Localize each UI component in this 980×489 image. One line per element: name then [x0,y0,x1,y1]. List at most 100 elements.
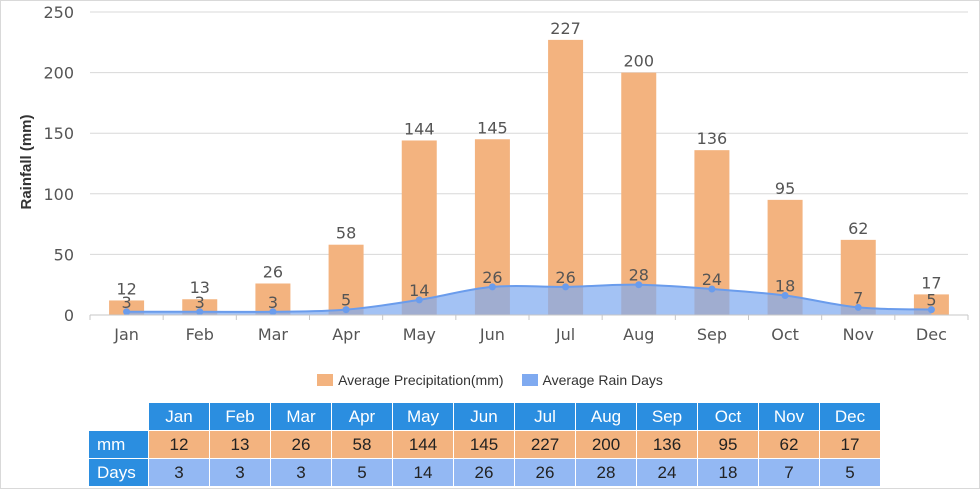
rain-days-point [708,285,716,293]
legend-label-precipitation: Average Precipitation(mm) [338,372,504,388]
table-cell-mm: 95 [698,431,758,458]
table-header-cell: Jan [149,403,209,430]
x-tick-label: Jul [555,325,575,344]
rain-days-point [562,283,570,291]
rain-days-point [415,296,423,304]
y-tick-label: 100 [43,185,74,204]
chart-legend: Average Precipitation(mm) Average Rain D… [0,370,980,390]
table-header-row: Jan Feb Mar Apr May Jun Jul Aug Sep Oct … [89,403,880,430]
precipitation-bar [621,72,657,315]
table-row-days: Days 3 3 3 5 14 26 26 28 24 18 7 5 [89,459,880,486]
x-tick-label: Dec [916,325,947,344]
rain-days-data-label: 3 [121,293,131,312]
table-header-cell: Jul [515,403,575,430]
precipitation-bars [109,39,949,315]
precipitation-data-label: 145 [477,118,508,137]
precipitation-bar [401,140,437,315]
x-tick-label: Mar [258,325,289,344]
legend-label-rain-days: Average Rain Days [542,372,663,388]
table-cell-days: 3 [210,459,270,486]
table-header-cell: Oct [698,403,758,430]
rain-days-line [126,283,932,313]
rain-days-point [269,308,277,316]
table-cell-mm: 12 [149,431,209,458]
rain-days-point [196,308,204,316]
table-cell-mm: 200 [576,431,636,458]
legend-item-rain-days[interactable]: Average Rain Days [521,372,663,388]
table-cell-days: 24 [637,459,697,486]
table-header-cell: Feb [210,403,270,430]
legend-item-precipitation[interactable]: Average Precipitation(mm) [317,372,504,388]
precipitation-data-label: 17 [921,273,941,292]
x-tick-label: Aug [623,325,654,344]
table-cell-days: 14 [393,459,453,486]
data-labels: 12 13 26 58 144 145 227 200 136 95 62 17 3 3 3 5 14 26 26 2… [116,19,941,312]
rain-days-data-label: 3 [195,293,205,312]
table-cell-mm: 145 [454,431,514,458]
table-header-cell: May [393,403,453,430]
table-corner-cell [89,403,148,430]
rain-days-data-label: 18 [775,277,795,296]
rain-days-point [927,306,935,314]
precipitation-data-label: 62 [848,219,868,238]
rain-days-data-label: 5 [341,291,351,310]
table-row-label: mm [89,431,148,458]
table-header-cell: Mar [271,403,331,430]
x-tick-label: Jun [479,325,505,344]
x-tick-label: Apr [332,325,360,344]
rain-days-point [854,303,862,311]
rain-days-point [342,306,350,314]
table-cell-mm: 58 [332,431,392,458]
y-axis-title: Rainfall (mm) [18,114,35,209]
table-cell-mm: 136 [637,431,697,458]
precipitation-bar [840,239,876,315]
rain-days-data-label: 5 [926,291,936,310]
rain-days-data-label: 28 [629,266,649,285]
rain-days-data-label: 24 [702,270,722,289]
table-header-cell: Apr [332,403,392,430]
table-cell-days: 5 [332,459,392,486]
table-cell-days: 7 [759,459,819,486]
y-tick-label: 50 [54,245,74,264]
x-tick-label: Jan [113,325,139,344]
table-cell-days: 3 [149,459,209,486]
y-tick-label: 150 [43,124,74,143]
precipitation-bar [548,39,584,315]
precipitation-data-label: 13 [190,278,210,297]
rain-days-point [635,281,643,289]
table-header-cell: Aug [576,403,636,430]
rain-days-point [488,283,496,291]
rain-days-point [781,292,789,300]
legend-swatch-precipitation [317,374,334,386]
y-tick-label: 0 [64,306,74,325]
table-cell-days: 26 [454,459,514,486]
table-cell-days: 28 [576,459,636,486]
table-cell-mm: 227 [515,431,575,458]
table-cell-days: 26 [515,459,575,486]
rain-days-point [123,308,131,316]
table-row-label: Days [89,459,148,486]
grid-lines [90,11,968,316]
y-tick-label: 200 [43,64,74,83]
precipitation-data-label: 95 [775,179,795,198]
precipitation-data-label: 227 [550,19,581,38]
table-cell-days: 3 [271,459,331,486]
table-cell-days: 5 [820,459,880,486]
rain-days-data-label: 3 [268,293,278,312]
precipitation-data-label: 136 [697,129,728,148]
table-header-cell: Sep [637,403,697,430]
table-cell-mm: 62 [759,431,819,458]
axes: 0 50 100 150 200 250 Jan Feb Mar Apr May Jun Jul Aug S… [43,3,969,344]
climate-data-table: Jan Feb Mar Apr May Jun Jul Aug Sep Oct … [88,402,881,487]
precipitation-bar [328,244,364,315]
x-tick-label: Sep [697,325,727,344]
table-cell-mm: 26 [271,431,331,458]
rain-days-area-fill [126,284,932,315]
y-tick-label: 250 [43,3,74,22]
x-tick-label: Oct [771,325,799,344]
table-cell-days: 18 [698,459,758,486]
precipitation-data-label: 200 [623,52,654,71]
x-tick-label: Feb [186,325,214,344]
x-tick-label: May [403,325,436,344]
rain-days-area [123,281,935,316]
